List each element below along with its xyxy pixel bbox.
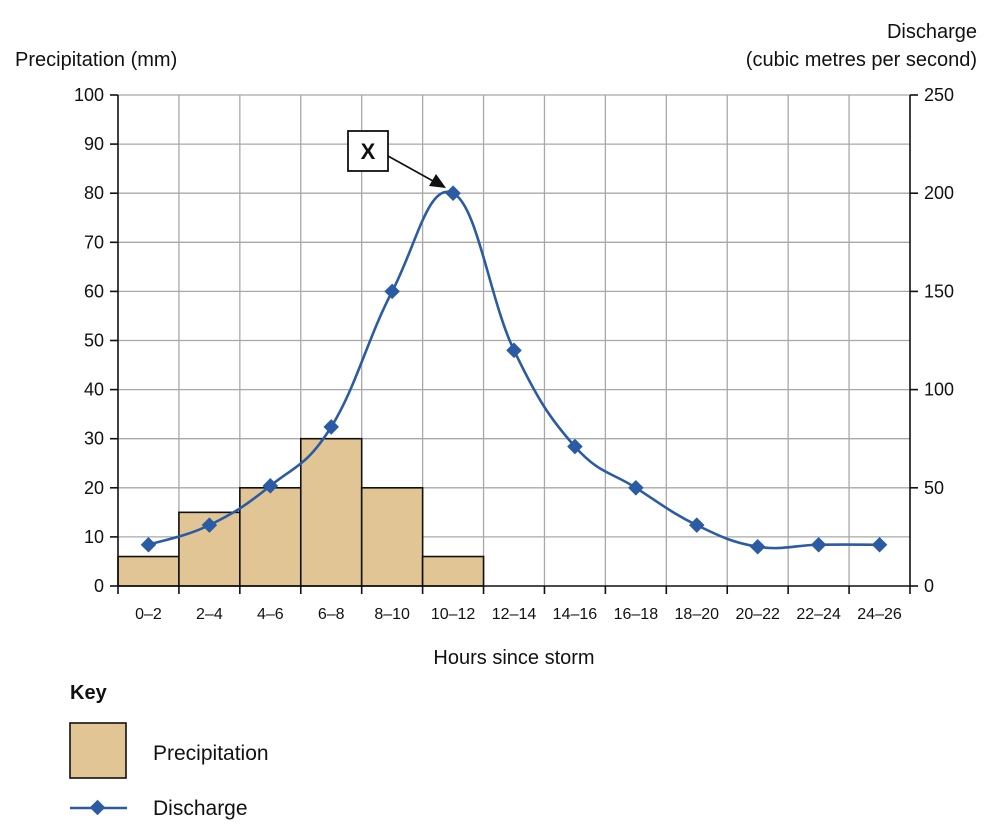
left-axis-tick-label: 50 [84, 331, 104, 351]
left-axis-tick-label: 20 [84, 478, 104, 498]
legend-precipitation-swatch [69, 722, 127, 779]
annotation-x: X [347, 130, 446, 188]
left-axis-tick-label: 60 [84, 281, 104, 301]
x-axis-tick-label: 0–2 [135, 606, 162, 623]
x-axis-tick-label: 2–4 [196, 606, 223, 623]
left-axis-tick-label: 90 [84, 134, 104, 154]
annotation-label: X [361, 139, 376, 164]
x-axis-tick-label: 22–24 [796, 606, 841, 623]
x-axis-tick-label: 24–26 [857, 606, 902, 623]
right-axis-tick-label: 250 [924, 85, 954, 105]
legend-precipitation-label: Precipitation [153, 742, 269, 765]
precipitation-bars [117, 437, 485, 587]
annotation-box [347, 130, 389, 172]
gridlines [118, 94, 910, 586]
left-axis-tick-label: 0 [94, 576, 104, 596]
discharge-point [445, 185, 461, 201]
legend-discharge-label: Discharge [153, 797, 248, 820]
discharge-point [628, 480, 644, 496]
x-axis-tick-label: 12–14 [492, 606, 537, 623]
left-axis-tick-label: 70 [84, 232, 104, 252]
x-axis-tick-label: 10–12 [431, 606, 476, 623]
discharge-point [323, 419, 340, 435]
discharge-series [140, 185, 888, 555]
annotation-arrow-line [387, 155, 434, 182]
discharge-line [148, 190, 880, 550]
discharge-point [201, 517, 218, 533]
right-axis-tick-label: 100 [924, 380, 954, 400]
left-axis-tick-label: 100 [74, 85, 104, 105]
right-axis-tick-label: 50 [924, 478, 944, 498]
right-axis-tick-label: 150 [924, 281, 954, 301]
x-axis-title: Hours since storm [433, 647, 594, 669]
legend-discharge-marker [89, 799, 106, 816]
x-axis-tick-label: 18–20 [675, 606, 720, 623]
left-axis-tick-label: 40 [84, 380, 104, 400]
x-axis-tick-label: 16–18 [614, 606, 659, 623]
right-axis-tick-label: 0 [924, 576, 934, 596]
discharge-point [749, 538, 766, 555]
x-axis-tick-label: 20–22 [735, 606, 780, 623]
x-axis-tick-label: 6–8 [318, 606, 345, 623]
precipitation-bar [117, 555, 180, 587]
precipitation-bar [421, 555, 485, 587]
x-axis-tick-label: 14–16 [553, 606, 598, 623]
left-axis-tick-label: 10 [84, 527, 104, 547]
x-axis-tick-label: 4–6 [257, 606, 284, 623]
discharge-point [140, 536, 157, 553]
left-axis-tick-label: 30 [84, 429, 104, 449]
right-axis-title-line2: (cubic metres per second) [746, 49, 977, 71]
annotation-arrowhead [429, 174, 446, 188]
discharge-point [871, 536, 888, 553]
left-axis-title: Precipitation (mm) [15, 49, 177, 71]
discharge-point [384, 283, 400, 300]
legend: Key Precipitation Discharge [69, 682, 269, 820]
precipitation-bar [299, 437, 363, 587]
left-axis-tick-label: 80 [84, 183, 104, 203]
discharge-point [506, 342, 522, 359]
axis-ticks: 0 10 20 30 40 50 60 70 80 90 100 0 50 100 150 200 250 0–2… [74, 85, 954, 623]
right-axis-tick-label: 200 [924, 183, 954, 203]
right-axis-title-line1: Discharge [887, 21, 977, 43]
x-axis-tick-label: 8–10 [374, 606, 410, 623]
precipitation-bar [360, 486, 424, 587]
legend-title: Key [70, 682, 108, 704]
discharge-point [688, 517, 705, 533]
discharge-point [810, 536, 827, 553]
